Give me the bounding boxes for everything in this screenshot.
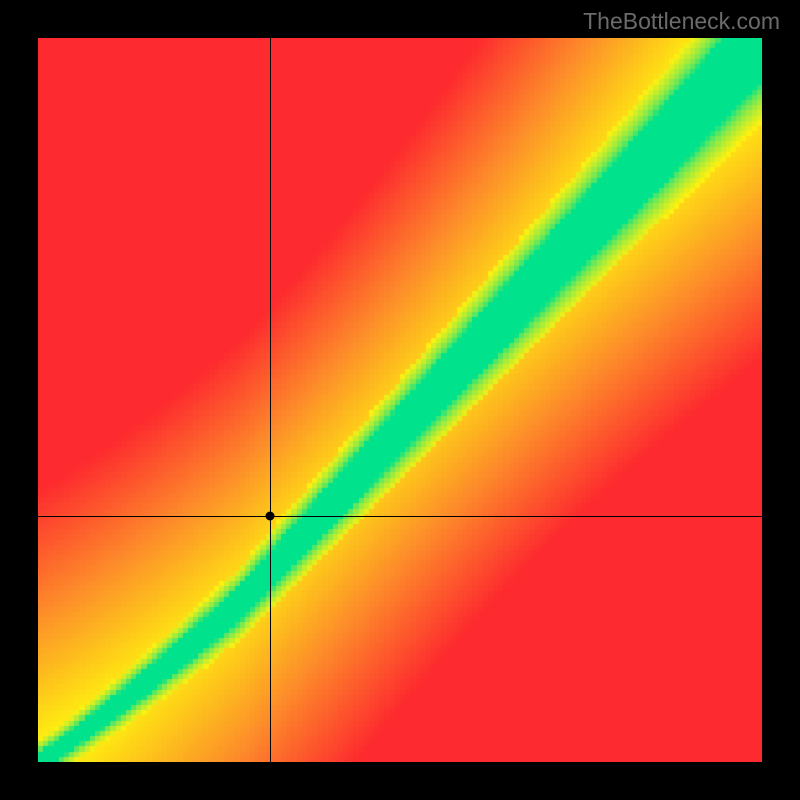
watermark-text: TheBottleneck.com (583, 8, 780, 35)
heatmap-canvas (38, 38, 762, 762)
bottleneck-heatmap (38, 38, 762, 762)
